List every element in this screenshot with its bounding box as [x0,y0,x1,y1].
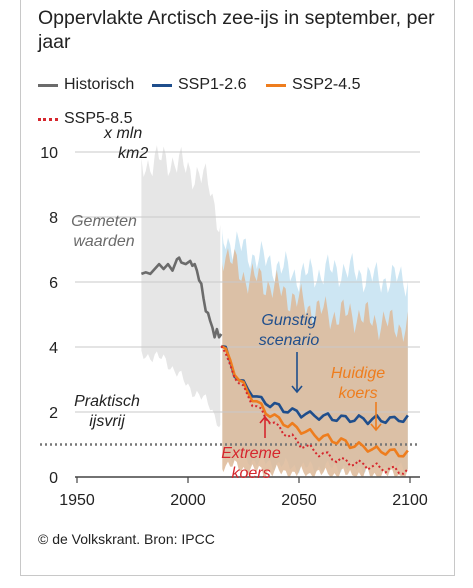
legend-item-ssp585: SSP5-8.5 [38,110,132,128]
legend-label-ssp245: SSP2-4.5 [292,76,361,93]
band-0 [141,145,222,428]
legend-swatch-historisch [38,83,58,87]
legend-item-historisch: Historisch [38,76,134,94]
legend-label-historisch: Historisch [64,76,135,93]
annotation-extreme-line1: Extreme [221,445,281,462]
x-tick-label-1950: 1950 [59,492,95,509]
legend-swatch-ssp245 [266,83,286,87]
source-credit: © de Volkskrant. Bron: IPCC [38,531,215,547]
legend-item-ssp245: SSP2-4.5 [266,76,360,94]
y-unit-label: x mln km2 [104,124,148,164]
y-unit-line1: x mln [104,125,143,142]
legend-swatch-ssp126 [152,83,172,87]
annotation-extreme-line2: koers [231,465,270,482]
annotation-huidige-line2: koers [338,385,377,402]
annotation-gemeten-line1: Gemeten [71,213,137,230]
chart-title: Oppervlakte Arctisch zee-ijs in septembe… [38,7,435,53]
annotation-huidige-line1: Huidige [331,365,385,382]
x-tick-label-2050: 2050 [281,492,317,509]
y-tick-label-2: 2 [49,405,58,422]
arrow-extreme-head [259,415,271,424]
series-line-ssp2-4-5 [220,344,409,458]
series-line-historisch [140,256,223,339]
y-tick-label-10: 10 [40,145,58,162]
annotation-praktisch-line1: Praktisch [74,393,140,410]
arrow-huidige-head [370,423,382,432]
series-line-ssp5-8-5 [220,345,409,475]
annotation-gemeten-line2: waarden [73,233,134,250]
legend-item-ssp126: SSP1-2.6 [152,76,246,94]
y-tick-label-8: 8 [49,210,58,227]
legend-label-ssp126: SSP1-2.6 [178,76,247,93]
y-unit-line2: km2 [118,145,149,162]
legend-swatch-ssp585 [38,117,58,121]
y-tick-label-4: 4 [49,340,58,357]
legend-label-ssp585: SSP5-8.5 [64,110,133,127]
x-tick-label-2100: 2100 [392,492,428,509]
card-frame [20,0,455,576]
annotation-gunstig-line2: scenario [259,332,320,349]
annotation-gunstig-line1: Gunstig [261,312,316,329]
x-tick-label-2000: 2000 [170,492,206,509]
y-tick-label-0: 0 [49,470,58,487]
arrow-gunstig-head [291,385,303,394]
y-tick-label-6: 6 [49,275,58,292]
annotation-praktisch-line2: ijsvrij [89,413,125,430]
